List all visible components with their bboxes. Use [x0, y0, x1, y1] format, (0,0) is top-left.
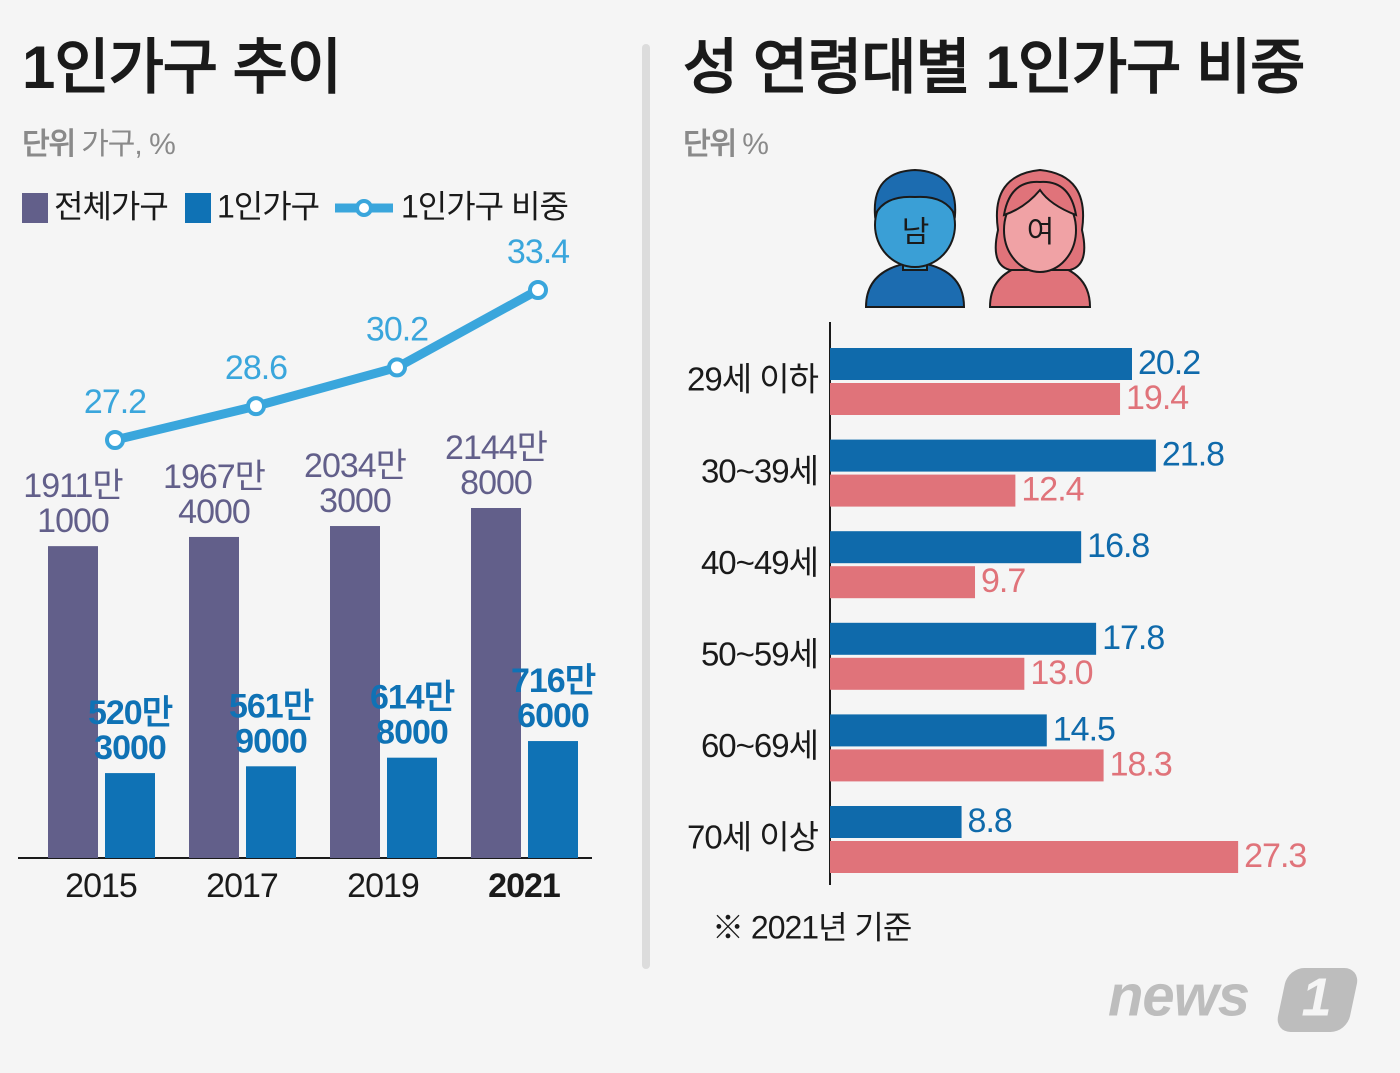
bar	[830, 841, 1239, 873]
legend-swatch	[185, 193, 211, 223]
data-label-line: 4000	[178, 493, 250, 531]
male-icon	[864, 168, 966, 308]
line	[113, 286, 541, 445]
logo-badge	[1277, 968, 1358, 1032]
data-label: 614만 8000	[370, 679, 455, 752]
data-label: 13.0	[1030, 654, 1092, 692]
bar	[830, 348, 1132, 380]
data-label: 520만 3000	[88, 694, 173, 767]
line-point	[387, 357, 407, 378]
chart-title: 성 연령대별 1인가구 비중	[683, 34, 1304, 101]
data-label: 1967만 4000	[163, 458, 266, 531]
logo-mark: 1	[1301, 967, 1330, 1027]
bar	[189, 536, 239, 858]
unit-label: 단위	[683, 128, 736, 161]
data-label: 14.5	[1053, 710, 1115, 748]
data-label: 33.4	[507, 233, 569, 271]
data-label: 561만 9000	[229, 687, 314, 760]
data-label-line: 3000	[319, 482, 391, 520]
data-label: 2144만 8000	[445, 429, 548, 502]
y-tick-label: 70세 이상	[687, 819, 819, 856]
bar	[105, 773, 155, 858]
data-label-line: 561만	[229, 687, 314, 725]
data-label: 2034만 3000	[304, 447, 407, 520]
data-label: 27.2	[84, 383, 146, 421]
unit-label: 단위	[22, 128, 75, 161]
data-label: 20.2	[1138, 344, 1200, 382]
data-label-line: 8000	[376, 714, 448, 752]
line-point	[528, 280, 548, 300]
y-tick-label: 29세 이하	[687, 361, 819, 398]
data-label-line: 2034만	[304, 447, 407, 485]
unit: 가구, %	[81, 128, 175, 161]
legend-label: 여	[1027, 216, 1054, 249]
x-tick-label: 2021	[488, 867, 560, 905]
chart-title: 1인가구 추이	[22, 34, 341, 101]
unit-note: 단위 가구, %	[22, 128, 175, 161]
y-tick-label: 50~59세	[701, 636, 818, 673]
legend-label: 1인가구 비중	[401, 188, 568, 224]
data-label-line: 3000	[94, 729, 166, 767]
data-label: 19.4	[1126, 379, 1188, 417]
legend-marker	[355, 199, 373, 217]
bar	[830, 622, 1097, 655]
legend-label: 1인가구	[217, 188, 319, 224]
bar	[246, 766, 296, 858]
bar	[830, 383, 1121, 415]
logo-text: news	[1108, 963, 1249, 1028]
data-label: 716만 6000	[511, 662, 596, 735]
bar	[830, 714, 1047, 747]
data-label-line: 716만	[511, 662, 596, 700]
legend-label: 전체가구	[54, 188, 168, 224]
data-label-line: 9000	[235, 722, 307, 760]
data-label: 12.4	[1021, 471, 1083, 509]
data-label: 1911만 1000	[23, 467, 123, 540]
legend-label: 남	[902, 216, 929, 249]
data-label: 17.8	[1102, 619, 1164, 657]
y-tick-label: 30~39세	[701, 452, 818, 489]
y-tick-label: 60~69세	[701, 727, 818, 764]
data-label: 28.6	[225, 349, 287, 387]
data-label: 30.2	[366, 310, 428, 348]
bar	[830, 806, 962, 838]
x-tick-label: 2015	[65, 867, 137, 905]
data-label-line: 520만	[88, 694, 173, 732]
legend-swatch	[22, 193, 48, 223]
female-icon	[988, 168, 1092, 308]
bar	[830, 531, 1082, 564]
bar	[387, 757, 437, 858]
bar	[330, 526, 380, 858]
unit-note: 단위%	[683, 128, 768, 161]
line-point	[105, 430, 125, 450]
bar	[528, 741, 578, 858]
bar	[830, 657, 1025, 690]
bar	[830, 749, 1104, 782]
data-label-line: 6000	[517, 697, 589, 735]
bar	[830, 566, 976, 599]
data-label-line: 1911만	[23, 467, 123, 505]
data-label-line: 1000	[37, 502, 109, 540]
data-label-line: 614만	[370, 679, 455, 717]
bar	[48, 546, 98, 858]
unit: %	[742, 128, 768, 161]
y-tick-label: 40~49세	[701, 544, 818, 581]
bar	[830, 439, 1156, 472]
data-label: 8.8	[968, 802, 1012, 840]
line-point	[246, 396, 266, 417]
data-label: 9.7	[981, 562, 1025, 600]
data-label: 16.8	[1087, 527, 1149, 565]
x-tick-label: 2019	[347, 867, 419, 905]
data-label: 21.8	[1162, 436, 1224, 474]
data-label: 27.3	[1244, 837, 1306, 875]
data-label-line: 2144만	[445, 429, 548, 467]
x-tick-label: 2017	[206, 867, 278, 905]
data-label-line: 1967만	[163, 458, 266, 496]
bar	[471, 508, 521, 858]
data-label: 18.3	[1110, 745, 1172, 783]
bar	[830, 474, 1016, 507]
data-label-line: 8000	[460, 464, 532, 502]
note: ※ 2021년 기준	[712, 909, 911, 945]
